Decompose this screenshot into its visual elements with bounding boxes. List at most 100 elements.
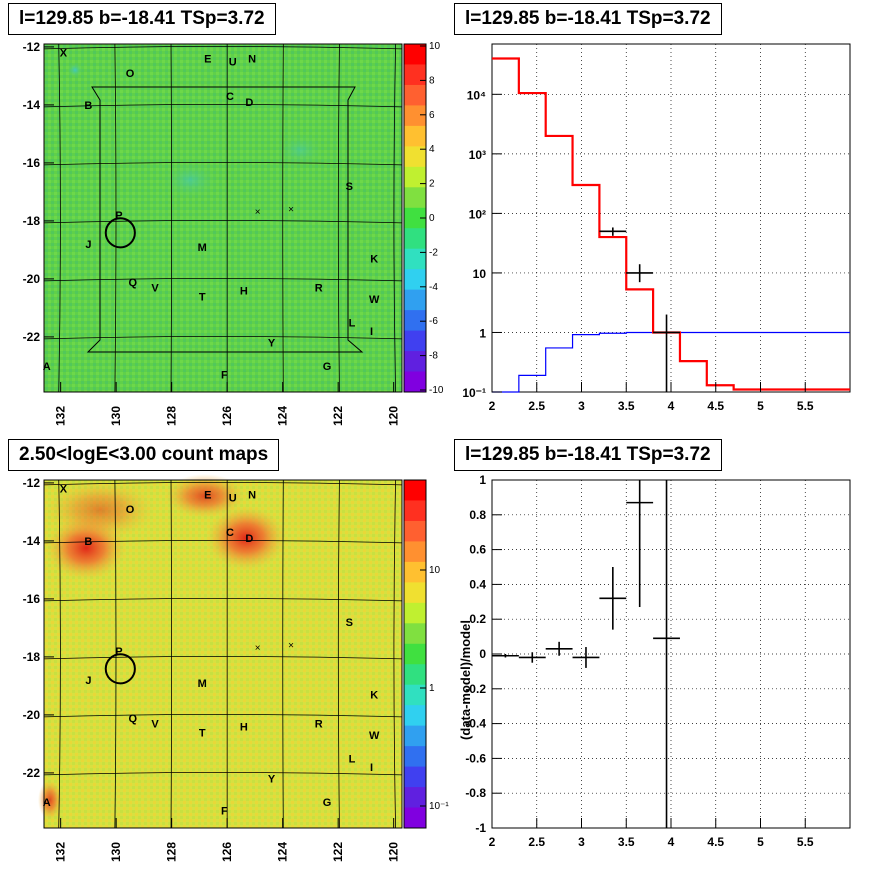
source-label: J <box>85 675 91 687</box>
meridian-line <box>393 479 396 829</box>
colorbar-cell <box>404 146 426 168</box>
y-tick-label: -16 <box>23 156 41 170</box>
colorbar-cell <box>404 44 426 65</box>
x-tick-label: 126 <box>220 406 234 426</box>
residual-points <box>492 480 680 828</box>
total-model-step <box>492 57 850 391</box>
source-label: B <box>84 100 92 112</box>
colorbar-label: 10⁻¹ <box>429 801 449 812</box>
colorbar-cell <box>404 725 426 747</box>
meridian-line <box>337 43 340 393</box>
colorbar-label: -4 <box>429 282 438 293</box>
source-label: E <box>204 54 211 66</box>
x-tick-label: 130 <box>109 842 123 862</box>
colorbar-cell <box>404 541 426 563</box>
meridian-line <box>282 479 284 829</box>
colorbar-cell <box>404 705 426 727</box>
colorbar-label: 2 <box>429 179 435 190</box>
count-map-axis-ticks: 132 130 128 126 124 122 120 -12 -14 -16 -18 -20 -22 <box>23 476 401 862</box>
x-tick-label: 2 <box>489 399 496 413</box>
x-tick-label: 124 <box>276 842 290 862</box>
colorbar-cell <box>404 582 426 604</box>
colorbar-cell <box>404 807 426 829</box>
y-tick-label: -0.6 <box>465 751 486 765</box>
source-label: R <box>315 719 323 731</box>
source-label: S <box>346 181 353 193</box>
colorbar-cell <box>404 187 426 209</box>
ts-map-low-spot <box>67 62 83 78</box>
ts-map-frame <box>43 43 403 393</box>
y-tick-label: 10 <box>473 267 487 281</box>
source-label: A <box>43 361 51 373</box>
x-tick-label: 5.5 <box>797 835 814 849</box>
y-tick-label: -14 <box>23 98 41 112</box>
colorbar-label: 10 <box>429 41 441 52</box>
source-label: I <box>370 762 373 774</box>
y-tick-label: -18 <box>23 650 41 664</box>
colorbar-cell <box>404 371 426 393</box>
y-tick-label: 10² <box>469 207 486 221</box>
source-label: V <box>151 283 159 295</box>
x-tick-label: 126 <box>220 842 234 862</box>
colorbar-cell <box>404 248 426 270</box>
meridian-line <box>393 43 396 393</box>
colorbar-cell <box>404 84 426 106</box>
colorbar-cell <box>404 351 426 373</box>
meridian-line <box>58 43 61 393</box>
count-colorbar: 10 1 10⁻¹ <box>403 479 449 829</box>
source-label: K <box>370 254 378 266</box>
y-tick-label: 1 <box>479 473 486 487</box>
y-tick-label: -14 <box>23 534 41 548</box>
parallel-line <box>43 598 403 602</box>
colorbar-cell <box>404 269 426 291</box>
source-label: H <box>240 286 248 298</box>
colorbar-cell <box>404 520 426 542</box>
source-label: Y <box>268 338 276 350</box>
source-label: B <box>84 536 92 548</box>
y-tick-label: -16 <box>23 592 41 606</box>
count-map: X O E U N B C D S P J M K Q V T H R W L I Y A F G × × 132 130 128 126… <box>23 474 403 862</box>
source-label: K <box>370 690 378 702</box>
meridian-line <box>170 43 172 393</box>
source-label: W <box>369 730 380 742</box>
y-tick-label: -18 <box>23 214 41 228</box>
map-title-top: l=129.85 b=-18.41 TSp=3.72 <box>8 3 276 35</box>
x-tick-label: 120 <box>387 406 401 426</box>
target-circle <box>104 653 136 685</box>
target-circle <box>104 217 136 249</box>
colorbar-cell <box>404 602 426 624</box>
colorbar-label: -6 <box>429 316 438 327</box>
source-label: T <box>199 727 206 739</box>
spectrum-ticks: 2 2.5 3 3.5 4 4.5 5 5.5 10⁻¹ 1 10 10² 10³ 10⁴ <box>462 88 814 413</box>
x-tick-label: 4.5 <box>707 835 724 849</box>
parallel-line <box>43 162 403 166</box>
source-label: A <box>43 797 51 809</box>
residual-plot: 2 2.5 3 3.5 4 4.5 5 5.5 -1 -0.8 -0.6 -0.4 -0.2 0 0.2 0.… <box>458 473 851 849</box>
meridian-line <box>170 479 172 829</box>
source-label: C <box>226 527 234 539</box>
x-tick-label: 122 <box>331 842 345 862</box>
x-tick-label: 3 <box>578 399 585 413</box>
source-label: Q <box>129 713 138 725</box>
parallel-line <box>43 540 403 544</box>
x-tick-label: 2.5 <box>528 399 545 413</box>
source-label: M <box>198 242 207 254</box>
source-label: M <box>198 678 207 690</box>
parallel-line <box>43 278 403 282</box>
colorbar-cell <box>404 125 426 147</box>
colorbar-frame <box>403 479 427 829</box>
parallel-line <box>43 220 403 224</box>
source-label: F <box>221 370 228 382</box>
parallel-line <box>43 714 403 718</box>
colorbar-cell <box>404 207 426 229</box>
source-label: X <box>60 48 68 60</box>
y-tick-label: -0.4 <box>465 717 486 731</box>
y-tick-label: -20 <box>23 272 41 286</box>
y-tick-label: -1 <box>475 821 486 835</box>
y-tick-label: -20 <box>23 708 41 722</box>
y-tick-label: -22 <box>23 330 41 344</box>
source-hotspot-cd <box>206 506 286 570</box>
colorbar-cell <box>404 289 426 311</box>
residual-frame <box>491 479 851 829</box>
source-label: V <box>151 719 159 731</box>
